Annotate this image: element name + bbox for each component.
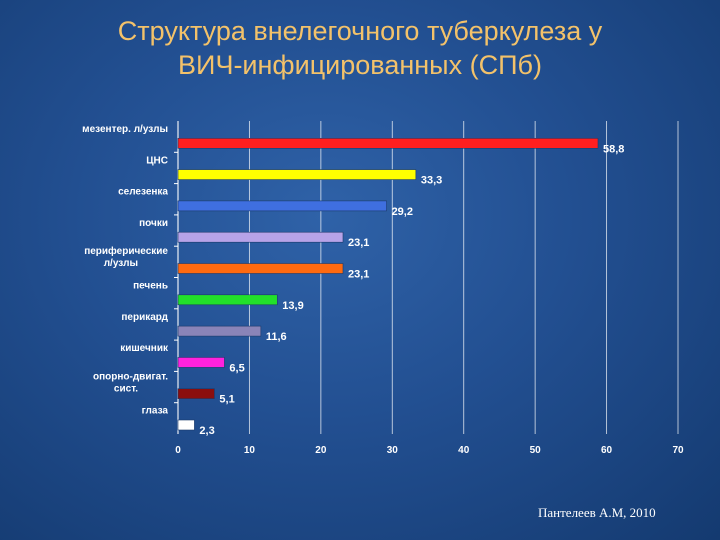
slide-title-line-2: ВИЧ-инфицированных (СПб) <box>178 50 542 80</box>
category-label: ЦНС <box>146 155 168 166</box>
category-label: сист. <box>114 383 138 394</box>
bar <box>177 138 599 149</box>
x-tick-label: 10 <box>244 445 256 456</box>
bar <box>177 294 278 306</box>
bar <box>177 263 344 274</box>
category-label: опорно-двигат. <box>93 371 168 382</box>
x-tick-label: 30 <box>387 445 399 456</box>
x-tick-label: 40 <box>458 445 470 456</box>
data-label: 58,8 <box>603 143 624 155</box>
bar <box>177 231 344 243</box>
data-label: 5,1 <box>219 394 234 406</box>
category-label: л/узлы <box>104 258 138 269</box>
data-label: 23,1 <box>348 269 369 281</box>
bar <box>177 357 225 368</box>
category-label: почки <box>139 218 168 229</box>
data-label: 13,9 <box>282 300 303 312</box>
x-tick-label: 70 <box>672 445 684 456</box>
x-tick-label: 20 <box>315 445 327 456</box>
category-label: кишечник <box>120 343 169 354</box>
data-label: 11,6 <box>266 331 287 343</box>
data-label: 23,1 <box>348 237 369 249</box>
x-tick-label: 0 <box>175 445 181 456</box>
data-label: 33,3 <box>421 175 442 187</box>
category-label: печень <box>133 281 168 292</box>
category-label: мезентер. л/узлы <box>82 124 168 135</box>
data-label: 6,5 <box>229 362 244 374</box>
category-label: периферические <box>84 245 168 257</box>
category-label: глаза <box>142 406 169 417</box>
bar <box>177 388 215 400</box>
data-label: 29,2 <box>392 206 413 218</box>
bar <box>177 325 262 337</box>
x-tick-label: 60 <box>601 445 613 456</box>
slide-title-line-1: Структура внелегочного туберкулеза у <box>117 16 603 46</box>
bar <box>177 419 195 431</box>
category-label: селезенка <box>118 187 168 198</box>
author-credit: Пантелеев А.М, 2010 <box>538 505 656 520</box>
slide-title: Структура внелегочного туберкулеза у ВИЧ… <box>0 14 720 82</box>
data-label: 2,3 <box>199 425 214 437</box>
bar <box>177 200 387 212</box>
x-tick-label: 50 <box>530 445 542 456</box>
bar <box>177 169 417 180</box>
category-label: перикард <box>121 312 168 323</box>
